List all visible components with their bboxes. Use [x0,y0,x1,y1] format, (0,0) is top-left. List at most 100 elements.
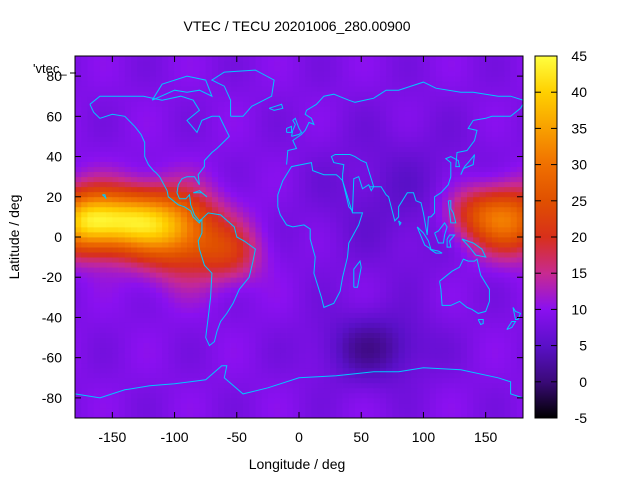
heatmap-cell [267,252,275,258]
heatmap-cell [299,342,306,349]
heatmap-cell [81,322,88,328]
heatmap-cell [491,101,499,107]
heatmap-cell [485,257,493,263]
heatmap-cell [124,71,132,77]
heatmap-cell [180,402,188,409]
heatmap-cell [261,76,269,82]
heatmap-cell [498,226,505,233]
heatmap-cell [149,171,157,178]
heatmap-cell [87,126,95,132]
heatmap-cell [398,272,406,278]
heatmap-cell [230,247,238,253]
heatmap-cell [99,231,107,238]
heatmap-cell [255,171,263,178]
heatmap-cell [373,317,381,323]
heatmap-cell [479,337,487,343]
heatmap-cell [336,181,343,188]
heatmap-cell [448,176,455,183]
heatmap-cell [454,292,462,298]
heatmap-cell [516,277,523,283]
heatmap-cell [454,237,462,243]
heatmap-cell [473,362,480,369]
heatmap-cell [392,86,399,92]
heatmap-cell [81,332,88,338]
heatmap-cell [348,191,356,198]
heatmap-cell [386,86,393,92]
heatmap-cell [274,372,281,379]
heatmap-cell [386,161,393,168]
heatmap-cell [348,141,356,147]
heatmap-cell [199,387,207,394]
heatmap-cell [162,81,169,87]
heatmap-cell [342,327,350,333]
heatmap-cell [267,71,275,77]
heatmap-cell [467,96,474,102]
heatmap-cell [267,337,275,343]
heatmap-cell [87,257,95,263]
heatmap-cell [131,181,138,188]
heatmap-cell [379,332,387,338]
heatmap-cell [106,367,113,374]
heatmap-cell [218,161,225,168]
heatmap-cell [174,101,182,107]
heatmap-cell [75,292,82,298]
heatmap-cell [311,332,319,338]
heatmap-cell [143,141,151,147]
heatmap-cell [143,397,151,404]
heatmap-cell [211,171,219,178]
heatmap-cell [249,81,256,87]
heatmap-cell [193,96,200,102]
heatmap-cell [473,317,480,323]
heatmap-cell [112,161,119,168]
heatmap-cell [386,357,393,364]
heatmap-cell [305,377,312,384]
heatmap-cell [124,131,132,137]
heatmap-cell [299,216,306,223]
heatmap-cell [124,327,132,333]
heatmap-cell [93,211,101,218]
heatmap-cell [467,161,474,168]
heatmap-cell [361,226,368,233]
heatmap-cell [180,231,188,238]
heatmap-cell [274,126,281,132]
heatmap-cell [149,332,157,338]
heatmap-cell [131,121,138,127]
heatmap-cell [155,116,163,122]
heatmap-cell [174,146,182,152]
heatmap-cell [299,307,306,313]
heatmap-cell [454,287,462,293]
heatmap-cell [180,377,188,384]
heatmap-cell [510,302,518,308]
heatmap-cell [330,166,337,173]
heatmap-cell [162,136,169,142]
heatmap-cell [460,402,468,409]
heatmap-cell [224,226,231,233]
heatmap-cell [155,161,163,168]
heatmap-cell [143,352,151,359]
heatmap-cell [286,397,294,404]
heatmap-cell [504,96,511,102]
heatmap-cell [137,96,144,102]
heatmap-cell [311,342,319,349]
heatmap-cell [81,71,88,77]
heatmap-cell [280,191,287,198]
heatmap-cell [99,116,107,122]
heatmap-cell [361,126,368,132]
heatmap-cell [118,412,126,418]
heatmap-cell [305,76,312,82]
heatmap-cell [267,282,275,288]
heatmap-cell [131,287,138,293]
heatmap-cell [479,206,487,213]
heatmap-cell [236,211,244,218]
heatmap-cell [274,307,281,313]
heatmap-cell [392,352,399,359]
heatmap-cell [398,71,406,77]
heatmap-cell [81,146,88,152]
heatmap-cell [292,282,300,288]
heatmap-cell [149,407,157,414]
heatmap-cell [355,402,362,409]
heatmap-cell [361,277,368,283]
heatmap-cell [367,357,375,364]
heatmap-cell [168,267,175,273]
